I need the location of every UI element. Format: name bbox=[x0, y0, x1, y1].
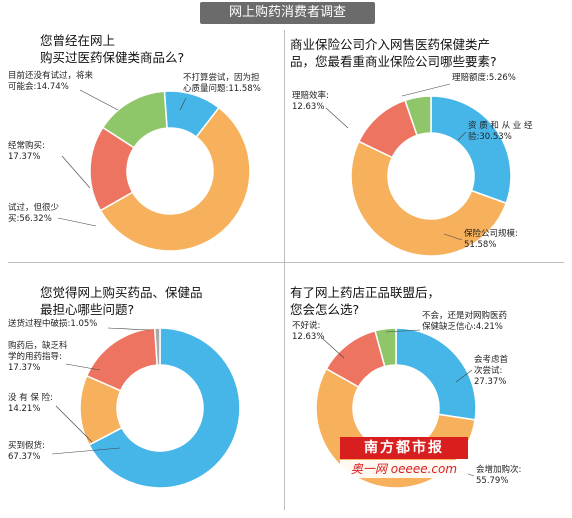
donut-slice bbox=[404, 95, 432, 137]
chart-3-title: 您觉得网上购买药品、保健品 最担心哪些问题? bbox=[40, 284, 203, 318]
slice-label: 会增加购次: 55.79% bbox=[476, 464, 521, 486]
chart-title-line: 您觉得网上购买药品、保健品 bbox=[40, 285, 203, 300]
chart-1-donut: 不打算尝试，因为担心质量问题:11.58% 试过，但很少买:56.32% 经常购买:… bbox=[8, 70, 261, 252]
leader-line bbox=[61, 155, 91, 189]
leader-line bbox=[455, 369, 473, 383]
chart-2-title: 商业保险公司介入网售医药保健类产 品，您最看重商业保险公司哪些要素? bbox=[290, 36, 497, 70]
slice-label: 资 质 和 从 业 经验:30.53% bbox=[468, 120, 533, 142]
chart-title-line: 最担心哪些问题? bbox=[40, 302, 135, 317]
chart-1-title: 您曾经在网上购买过医药保健类商品么? bbox=[40, 32, 184, 66]
newspaper-logo: 南方都市报 bbox=[340, 437, 468, 459]
horizontal-divider bbox=[8, 262, 564, 263]
leader-line bbox=[401, 83, 451, 97]
leader-line bbox=[325, 107, 349, 129]
chart-4-title: 有了网上药店正品联盟后， 您会怎么选? bbox=[290, 284, 440, 318]
chart-title-line: 有了网上药店正品联盟后， bbox=[290, 285, 441, 300]
leader-line bbox=[79, 89, 119, 111]
leader-line bbox=[65, 363, 101, 371]
website-logo: 奥一网 oeeee.com bbox=[340, 460, 468, 478]
leader-line bbox=[443, 233, 463, 241]
slice-label: 不打算尝试，因为担心质量问题:11.58% bbox=[183, 72, 261, 94]
donut-slice bbox=[350, 140, 508, 257]
slice-label: 理赔效率: 12.63% bbox=[292, 90, 329, 112]
donut-slice bbox=[153, 327, 161, 366]
donut-slice bbox=[99, 106, 251, 252]
leader-line bbox=[57, 217, 97, 227]
chart-2-donut: 资 质 和 从 业 经验:30.53% 保险公司规模: 51.58% 理赔效率: 12.… bbox=[292, 72, 533, 257]
chart-title-line: 品，您最看重商业保险公司哪些要素? bbox=[290, 54, 497, 69]
slice-label: 不会，还是对网购医药保健缺乏信心:4.21% bbox=[422, 310, 507, 332]
slice-label: 保险公司规模: 51.58% bbox=[464, 228, 518, 250]
slice-label: 不好说: 12.63% bbox=[292, 320, 324, 342]
leader-line bbox=[107, 327, 151, 331]
leader-line bbox=[321, 337, 345, 359]
donut-slice bbox=[395, 327, 477, 421]
slice-label: 没 有 保 险: 14.21% bbox=[8, 392, 53, 414]
survey-title-banner: 网上购药消费者调查 bbox=[200, 2, 375, 24]
chart-3-donut: 买到假货: 67.37% 没 有 保 险: 14.21% 购药后，缺乏科学的用药指导: 1… bbox=[8, 318, 241, 489]
leader-line bbox=[179, 97, 187, 111]
donut-slice bbox=[101, 90, 168, 149]
slice-label: 理赔额度:5.26% bbox=[452, 72, 516, 83]
leader-line bbox=[457, 131, 467, 141]
leader-line bbox=[385, 329, 421, 333]
chart-title-line: 您会怎么选? bbox=[290, 302, 360, 317]
slice-label: 试过，但很少买:56.32% bbox=[8, 202, 60, 224]
slice-label: 会考虑首次尝试: 27.37% bbox=[474, 354, 509, 387]
slice-label: 购药后，缺乏科学的用药指导: 17.37% bbox=[8, 340, 68, 373]
slice-label: 目前还没有试过，将来可能会:14.74% bbox=[8, 70, 94, 92]
chart-4-donut: 会考虑首次尝试: 27.37% 会增加购次: 55.79% 不好说: 12.63% 不会，还… bbox=[292, 310, 521, 489]
vertical-divider bbox=[284, 30, 285, 510]
donut-slice bbox=[374, 327, 397, 368]
chart-title-line: 商业保险公司介入网售医药保健类产 bbox=[290, 37, 491, 52]
donut-slice bbox=[430, 95, 512, 205]
slice-label: 送货过程中破损:1.05% bbox=[8, 318, 97, 329]
leader-line bbox=[51, 447, 121, 455]
donut-slice bbox=[88, 327, 241, 489]
chart-title-line: 您曾经在网上 bbox=[40, 33, 116, 48]
leader-line bbox=[55, 405, 93, 443]
chart-title-line: 购买过医药保健类商品么? bbox=[40, 50, 185, 65]
slice-label: 买到假货: 67.37% bbox=[8, 440, 45, 462]
slice-label: 经常购买: 17.37% bbox=[8, 140, 45, 162]
